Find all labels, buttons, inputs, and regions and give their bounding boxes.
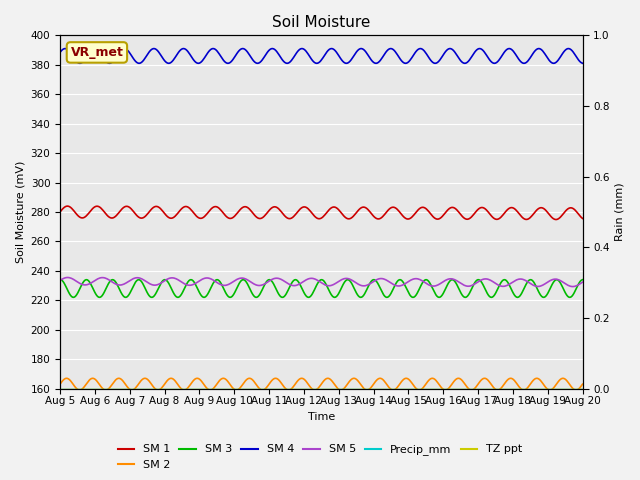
Precip_mm <box>484 386 492 392</box>
TZ ppt <box>484 386 492 392</box>
SM 4 <box>568 48 576 54</box>
SM 4 <box>402 60 410 66</box>
SM 4 <box>56 49 64 55</box>
SM 2 <box>442 387 449 393</box>
TZ ppt <box>307 386 315 392</box>
Y-axis label: Soil Moisture (mV): Soil Moisture (mV) <box>15 161 25 263</box>
TZ ppt <box>566 386 574 392</box>
Precip_mm <box>305 386 312 392</box>
SM 5 <box>56 277 64 283</box>
SM 5 <box>569 284 577 289</box>
Precip_mm <box>367 386 375 392</box>
SM 4 <box>367 57 375 62</box>
Line: SM 1: SM 1 <box>60 206 582 219</box>
SM 3 <box>461 294 469 300</box>
SM 3 <box>308 291 316 297</box>
SM 1 <box>368 212 376 217</box>
SM 1 <box>308 211 316 216</box>
SM 3 <box>340 280 348 286</box>
SM 2 <box>568 385 576 391</box>
Precip_mm <box>307 386 315 392</box>
TZ ppt <box>367 386 375 392</box>
SM 5 <box>308 276 316 281</box>
SM 2 <box>579 381 586 387</box>
SM 1 <box>486 211 493 216</box>
TZ ppt <box>339 386 347 392</box>
SM 1 <box>63 203 71 209</box>
SM 3 <box>56 277 64 283</box>
Title: Soil Moisture: Soil Moisture <box>272 15 371 30</box>
SM 3 <box>579 277 586 283</box>
SM 4 <box>339 59 347 64</box>
SM 2 <box>486 380 494 386</box>
SM 4 <box>506 46 513 51</box>
SM 5 <box>368 279 376 285</box>
SM 1 <box>305 207 313 213</box>
SM 5 <box>340 276 348 282</box>
SM 2 <box>340 386 348 392</box>
Line: SM 2: SM 2 <box>60 378 582 390</box>
Precip_mm <box>579 386 586 392</box>
SM 1 <box>56 209 64 215</box>
SM 3 <box>486 294 494 300</box>
SM 5 <box>567 284 575 289</box>
Text: VR_met: VR_met <box>70 46 124 59</box>
Legend: SM 1, SM 2, SM 3, SM 4, SM 5, Precip_mm, TZ ppt: SM 1, SM 2, SM 3, SM 4, SM 5, Precip_mm,… <box>113 440 527 474</box>
SM 1 <box>552 216 560 222</box>
SM 3 <box>568 293 576 299</box>
SM 5 <box>305 276 313 281</box>
Precip_mm <box>339 386 347 392</box>
SM 2 <box>308 386 316 392</box>
Line: SM 5: SM 5 <box>60 277 582 287</box>
SM 2 <box>305 383 313 388</box>
SM 4 <box>486 57 493 62</box>
SM 4 <box>579 60 586 66</box>
SM 4 <box>305 51 312 57</box>
SM 4 <box>307 56 315 62</box>
Line: SM 3: SM 3 <box>60 280 582 297</box>
Line: SM 4: SM 4 <box>60 48 582 63</box>
SM 2 <box>56 381 64 387</box>
SM 2 <box>193 375 201 381</box>
X-axis label: Time: Time <box>308 412 335 422</box>
SM 5 <box>486 277 493 283</box>
TZ ppt <box>579 386 586 392</box>
SM 3 <box>305 294 313 300</box>
SM 5 <box>63 275 71 280</box>
SM 2 <box>368 384 376 389</box>
SM 3 <box>368 277 376 283</box>
SM 1 <box>340 213 348 219</box>
SM 1 <box>568 205 576 211</box>
Precip_mm <box>56 386 64 392</box>
Y-axis label: Rain (mm): Rain (mm) <box>615 183 625 241</box>
Precip_mm <box>566 386 574 392</box>
SM 1 <box>579 216 586 221</box>
TZ ppt <box>56 386 64 392</box>
TZ ppt <box>305 386 312 392</box>
SM 3 <box>213 277 221 283</box>
SM 5 <box>579 279 586 285</box>
